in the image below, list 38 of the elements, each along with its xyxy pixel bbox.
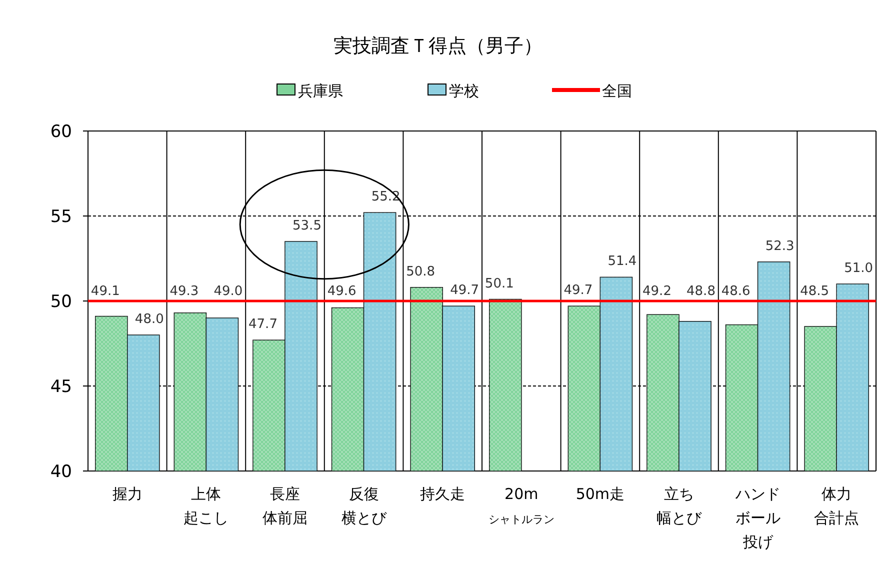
y-tick-label: 45	[50, 377, 72, 397]
data-label: 49.6	[327, 284, 356, 299]
data-label: 52.3	[765, 238, 794, 254]
data-label: 48.5	[800, 284, 830, 299]
data-label: 55.2	[371, 190, 400, 205]
data-label: 50.8	[406, 264, 436, 280]
data-label: 49.3	[170, 284, 199, 299]
data-label: 49.7	[564, 283, 593, 298]
legend-label: 兵庫県	[298, 82, 343, 100]
data-label: 47.7	[248, 317, 278, 332]
chart-title: 実技調査Ｔ得点（男子）	[334, 35, 542, 57]
y-tick-label: 55	[50, 207, 72, 227]
data-label: 49.2	[642, 284, 672, 299]
data-label: 50.1	[484, 276, 514, 292]
x-tick-label: ハンドボール投げ	[734, 485, 780, 551]
x-tick-label: 50m走	[576, 485, 625, 503]
x-tick-label: 立ち幅とび	[656, 485, 702, 527]
data-label: 48.8	[686, 284, 716, 299]
data-label: 48.6	[721, 284, 750, 299]
x-tick-label: 握力	[112, 485, 142, 503]
data-label: 49.0	[214, 284, 243, 299]
y-tick-label: 50	[50, 292, 72, 312]
legend-label: 全国	[602, 82, 632, 100]
data-label: 51.4	[608, 254, 637, 270]
x-tick-label: 長座体前屈	[262, 485, 308, 527]
x-tick-label: 反復横とび	[341, 485, 388, 527]
x-tick-label: 上体起こし	[184, 485, 229, 527]
data-label: 49.1	[90, 284, 120, 299]
data-label: 53.5	[292, 218, 322, 234]
data-label: 48.0	[134, 312, 164, 327]
legend-label: 学校	[449, 82, 479, 100]
data-label: 49.7	[450, 283, 480, 298]
x-tick-label: 持久走	[420, 485, 466, 503]
y-tick-label: 60	[50, 122, 72, 142]
y-tick-label: 40	[50, 462, 72, 482]
x-tick-label: 体力合計点	[814, 485, 860, 527]
x-tick-label: 20mシャトルラン	[488, 485, 554, 526]
data-label: 51.0	[844, 261, 874, 276]
